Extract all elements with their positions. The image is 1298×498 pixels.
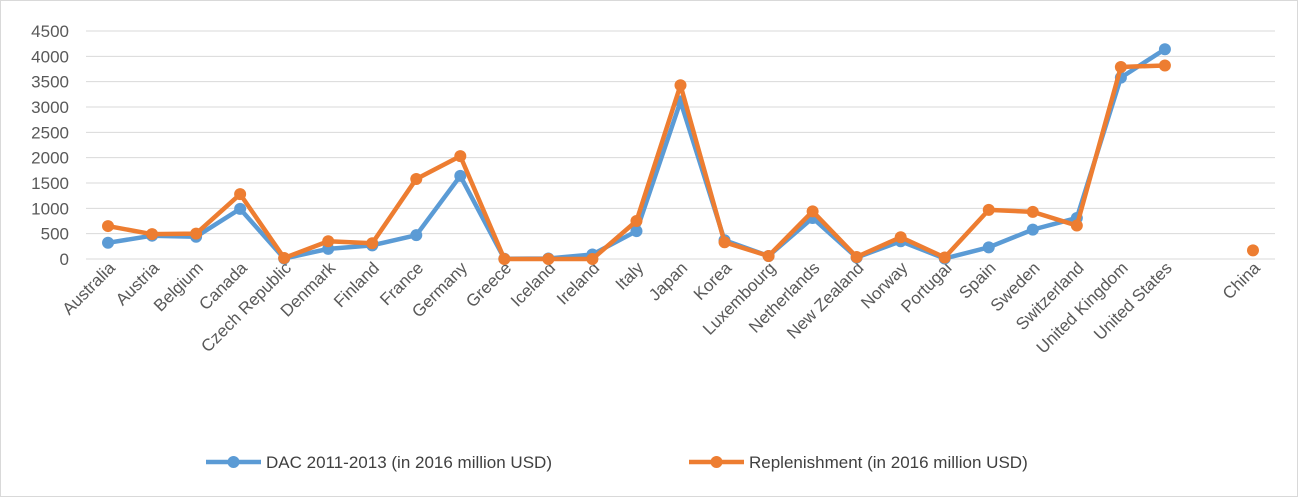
x-tick-label: Japan (645, 258, 691, 304)
data-point-series-2 (1114, 60, 1127, 73)
data-point-series-2 (146, 228, 159, 241)
data-point-series-2 (1158, 59, 1171, 72)
data-point-series-2 (234, 188, 247, 201)
x-tick-label: New Zealand (783, 258, 867, 342)
data-point-series-2 (806, 205, 819, 218)
legend: DAC 2011-2013 (in 2016 million USD) Reple… (206, 453, 1028, 472)
y-tick-label: 1000 (31, 199, 69, 218)
series-lines (102, 43, 1259, 265)
data-point-series-2 (322, 235, 335, 248)
legend-swatch-marker (710, 456, 723, 468)
data-point-series-1 (410, 229, 423, 242)
data-point-series-2 (190, 227, 203, 240)
y-tick-label: 4000 (31, 47, 69, 66)
data-point-series-2 (1026, 205, 1039, 218)
legend-swatch-marker (227, 456, 240, 468)
data-point-series-1 (454, 169, 467, 182)
data-point-series-1 (234, 202, 247, 215)
x-tick-label: Greece (462, 258, 515, 311)
data-point-series-2 (1246, 244, 1259, 257)
data-point-series-1 (1158, 43, 1171, 56)
data-point-series-2 (850, 250, 863, 263)
y-tick-label: 4500 (31, 22, 69, 41)
data-point-series-1 (982, 241, 995, 254)
data-point-series-2 (1070, 219, 1083, 232)
data-point-series-2 (410, 172, 423, 185)
x-tick-label: Iceland (507, 258, 559, 310)
data-point-series-2 (542, 253, 555, 265)
y-tick-label: 1500 (31, 174, 69, 193)
data-point-series-2 (938, 251, 951, 264)
data-point-series-2 (762, 249, 775, 262)
y-tick-label: 2500 (31, 123, 69, 142)
y-axis-ticks: 0 500 1000 1500 2000 2500 3000 3500 4000 4500 (31, 22, 69, 269)
y-tick-label: 3000 (31, 98, 69, 117)
data-point-series-2 (982, 203, 995, 216)
y-tick-label: 3500 (31, 73, 69, 92)
data-point-series-1 (102, 236, 115, 249)
data-point-series-2 (366, 237, 379, 250)
data-point-series-2 (674, 79, 687, 92)
data-point-series-2 (586, 253, 599, 265)
legend-label: Replenishment (in 2016 million USD) (749, 453, 1028, 472)
data-point-series-2 (454, 150, 467, 163)
data-point-series-2 (498, 253, 511, 265)
gridlines (86, 30, 1275, 260)
x-tick-label: Ireland (553, 258, 603, 308)
data-point-series-2 (630, 215, 643, 227)
y-tick-label: 0 (60, 250, 69, 269)
legend-label: DAC 2011-2013 (in 2016 million USD) (266, 453, 552, 472)
data-point-series-2 (718, 236, 731, 249)
x-tick-label: Italy (612, 258, 648, 294)
data-point-series-2 (102, 220, 115, 233)
data-point-series-2 (278, 251, 291, 264)
data-point-series-1 (1026, 223, 1039, 236)
x-tick-label: Belgium (150, 258, 207, 315)
x-tick-label: Finland (330, 258, 383, 311)
y-tick-label: 500 (41, 225, 69, 244)
y-tick-label: 2000 (31, 149, 69, 168)
x-tick-label: China (1219, 258, 1264, 303)
data-point-series-2 (894, 231, 907, 244)
x-tick-label: United States (1090, 258, 1176, 344)
data-point-series-1 (630, 225, 643, 238)
